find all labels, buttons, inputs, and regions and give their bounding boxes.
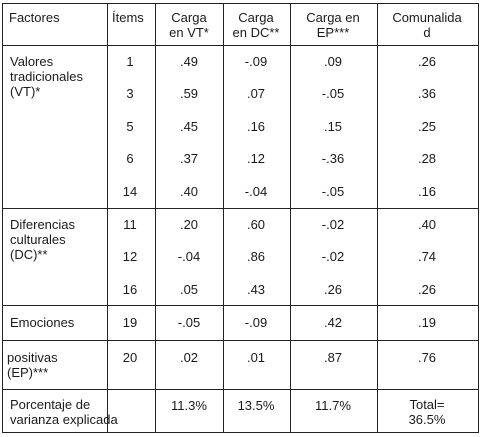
cell-item: 5 — [126, 119, 134, 134]
cell-vt: .49 — [179, 54, 199, 69]
rule-bottom — [2, 432, 478, 433]
header-com-line2: d — [423, 25, 431, 40]
total-vt: 11.3% — [171, 398, 207, 413]
rule-after-emo — [2, 340, 478, 341]
cell-item: 14 — [122, 184, 138, 199]
factor-dc-line3: (DC)** — [10, 247, 48, 262]
total-dc: 13.5% — [237, 398, 275, 413]
cell-dc: .07 — [246, 86, 266, 101]
cell-com: .74 — [417, 249, 437, 264]
cell-ep: -.02 — [321, 217, 345, 232]
col-rule-4 — [290, 3, 291, 433]
rule-after-vt — [2, 208, 478, 209]
cell-item: 19 — [122, 315, 138, 330]
cell-dc: .16 — [246, 119, 266, 134]
cell-com: .40 — [417, 217, 437, 232]
cell-dc: .86 — [246, 249, 266, 264]
cell-com: .36 — [417, 86, 437, 101]
header-factores: Factores — [9, 10, 60, 25]
cell-com: .19 — [417, 315, 437, 330]
cell-vt: .05 — [179, 282, 199, 297]
factor-pct-line2: varianza explicada — [10, 412, 118, 427]
header-dc-line1: Carga — [238, 10, 274, 25]
cell-item: 20 — [122, 350, 138, 365]
header-com-line1: Comunalida — [392, 10, 462, 25]
col-rule-0 — [2, 3, 3, 433]
cell-item: 6 — [126, 151, 134, 166]
factor-vt-line3: (VT)* — [10, 84, 41, 99]
header-dc-line2: en DC** — [232, 25, 280, 40]
header-ep-line1: Carga en — [306, 10, 360, 25]
cell-vt: .37 — [179, 151, 199, 166]
rule-after-dc — [2, 305, 478, 306]
header-vt-line1: Carga — [171, 10, 207, 25]
cell-ep: .87 — [323, 350, 343, 365]
cell-vt: .40 — [179, 184, 199, 199]
factor-vt-line2: tradicionales — [10, 69, 83, 84]
cell-dc: .12 — [246, 151, 266, 166]
total-com-line2: 36.5% — [408, 412, 446, 427]
cell-ep: -.36 — [321, 151, 345, 166]
cell-ep: .09 — [323, 54, 343, 69]
total-com-line1: Total= — [409, 397, 445, 412]
cell-dc: -.09 — [244, 315, 268, 330]
cell-vt: -.05 — [177, 315, 201, 330]
cell-com: .28 — [417, 151, 437, 166]
cell-item: 1 — [126, 54, 134, 69]
cell-ep: -.02 — [321, 249, 345, 264]
cell-com: .16 — [417, 184, 437, 199]
cell-com: .26 — [417, 54, 437, 69]
header-vt-line2: en VT* — [169, 25, 209, 40]
cell-ep: .26 — [323, 282, 343, 297]
factor-ep-line1: positivas — [7, 350, 58, 365]
cell-item: 16 — [122, 282, 138, 297]
col-rule-2 — [155, 3, 156, 433]
cell-dc: .01 — [246, 350, 266, 365]
col-rule-1 — [107, 3, 108, 433]
cell-ep: .42 — [323, 315, 343, 330]
col-rule-3 — [223, 3, 224, 433]
cell-com: .26 — [417, 282, 437, 297]
col-rule-5 — [377, 3, 378, 433]
total-ep: 11.7% — [315, 398, 351, 413]
cell-vt: -.04 — [177, 249, 201, 264]
cell-vt: .20 — [179, 217, 199, 232]
factor-pct-line1: Porcentaje de — [10, 397, 91, 412]
cell-com: .76 — [417, 350, 437, 365]
cell-item: 12 — [122, 249, 138, 264]
col-rule-6 — [478, 3, 479, 433]
factor-ep-line2: (EP)*** — [7, 365, 49, 380]
factor-vt-line1: Valores — [10, 54, 54, 69]
factor-dc-line1: Diferencias — [10, 217, 76, 232]
header-ep-line2: EP*** — [316, 25, 350, 40]
cell-dc: .60 — [246, 217, 266, 232]
cell-dc: .43 — [246, 282, 266, 297]
cell-item: 3 — [126, 86, 134, 101]
cell-vt: .59 — [179, 86, 199, 101]
cell-dc: -.04 — [244, 184, 268, 199]
cell-vt: .02 — [179, 350, 199, 365]
cell-ep: .15 — [323, 119, 343, 134]
cell-com: .25 — [417, 119, 437, 134]
cell-ep: -.05 — [321, 86, 345, 101]
factor-dc-line2: culturales — [10, 232, 66, 247]
rule-top — [2, 3, 478, 4]
cell-ep: -.05 — [321, 184, 345, 199]
factor-emo: Emociones — [10, 315, 75, 330]
rule-after-ep — [2, 389, 478, 390]
cell-item: 11 — [123, 217, 137, 232]
cell-dc: -.09 — [244, 54, 268, 69]
header-items: Ítems — [112, 10, 144, 25]
rule-header — [2, 45, 478, 46]
cell-vt: .45 — [179, 119, 199, 134]
